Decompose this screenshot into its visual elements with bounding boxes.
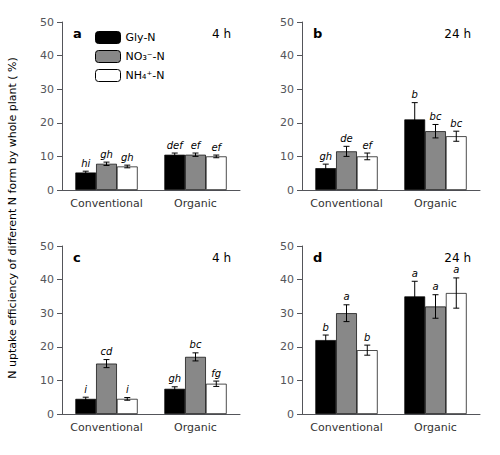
svg-text:20: 20 bbox=[280, 340, 294, 353]
svg-text:NO₃⁻-N: NO₃⁻-N bbox=[126, 50, 165, 63]
svg-text:i: i bbox=[84, 384, 87, 395]
svg-text:20: 20 bbox=[40, 116, 54, 129]
svg-text:0: 0 bbox=[47, 408, 54, 421]
svg-text:Organic: Organic bbox=[414, 197, 457, 210]
svg-text:10: 10 bbox=[40, 374, 54, 387]
svg-text:gh: gh bbox=[100, 149, 113, 160]
svg-text:i: i bbox=[126, 384, 129, 395]
svg-text:a: a bbox=[453, 264, 459, 275]
svg-text:4 h: 4 h bbox=[212, 251, 231, 265]
svg-text:Conventional: Conventional bbox=[310, 197, 383, 210]
svg-text:20: 20 bbox=[280, 116, 294, 129]
svg-text:bc: bc bbox=[450, 118, 462, 129]
svg-text:40: 40 bbox=[280, 49, 294, 62]
svg-text:0: 0 bbox=[287, 408, 294, 421]
svg-text:10: 10 bbox=[40, 150, 54, 163]
svg-text:Gly-N: Gly-N bbox=[126, 31, 156, 44]
svg-text:Organic: Organic bbox=[414, 421, 457, 434]
svg-text:gh: gh bbox=[319, 151, 332, 162]
svg-text:Conventional: Conventional bbox=[310, 421, 383, 434]
svg-text:Conventional: Conventional bbox=[70, 197, 143, 210]
svg-text:ef: ef bbox=[362, 140, 373, 151]
svg-text:hi: hi bbox=[81, 158, 90, 169]
svg-text:0: 0 bbox=[47, 184, 54, 197]
svg-text:a: a bbox=[412, 268, 418, 279]
svg-text:40: 40 bbox=[40, 49, 54, 62]
svg-text:Organic: Organic bbox=[174, 197, 217, 210]
svg-text:c: c bbox=[73, 250, 81, 265]
svg-text:gh: gh bbox=[168, 373, 181, 384]
svg-text:24 h: 24 h bbox=[444, 27, 471, 41]
svg-text:Conventional: Conventional bbox=[70, 421, 143, 434]
svg-text:50: 50 bbox=[280, 240, 294, 253]
svg-text:a: a bbox=[73, 26, 82, 41]
svg-text:4 h: 4 h bbox=[212, 27, 231, 41]
svg-text:b: b bbox=[412, 89, 418, 100]
svg-text:50: 50 bbox=[40, 16, 54, 29]
svg-text:gh: gh bbox=[121, 152, 134, 163]
svg-text:a: a bbox=[343, 291, 349, 302]
svg-text:b: b bbox=[323, 322, 329, 333]
svg-text:N uptake efficiency of differe: N uptake efficiency of different N form … bbox=[6, 57, 19, 379]
svg-text:20: 20 bbox=[40, 340, 54, 353]
svg-text:ef: ef bbox=[211, 142, 222, 153]
svg-text:50: 50 bbox=[40, 240, 54, 253]
svg-text:bc: bc bbox=[430, 111, 442, 122]
svg-text:NH₄⁺-N: NH₄⁺-N bbox=[126, 69, 165, 82]
svg-text:24 h: 24 h bbox=[444, 251, 471, 265]
svg-text:30: 30 bbox=[280, 307, 294, 320]
svg-text:fg: fg bbox=[211, 368, 221, 379]
svg-text:de: de bbox=[340, 133, 353, 144]
svg-text:cd: cd bbox=[101, 346, 113, 357]
svg-text:30: 30 bbox=[280, 83, 294, 96]
svg-text:10: 10 bbox=[280, 150, 294, 163]
svg-text:def: def bbox=[167, 140, 185, 151]
svg-text:40: 40 bbox=[280, 273, 294, 286]
svg-text:30: 30 bbox=[40, 307, 54, 320]
svg-text:40: 40 bbox=[40, 273, 54, 286]
svg-text:d: d bbox=[313, 250, 322, 265]
svg-text:bc: bc bbox=[190, 339, 202, 350]
svg-text:30: 30 bbox=[40, 83, 54, 96]
svg-text:b: b bbox=[313, 26, 322, 41]
svg-text:a: a bbox=[432, 281, 438, 292]
svg-text:Organic: Organic bbox=[174, 421, 217, 434]
svg-text:0: 0 bbox=[287, 184, 294, 197]
svg-text:10: 10 bbox=[280, 374, 294, 387]
svg-text:ef: ef bbox=[191, 140, 202, 151]
svg-text:50: 50 bbox=[280, 16, 294, 29]
svg-text:b: b bbox=[364, 332, 370, 343]
